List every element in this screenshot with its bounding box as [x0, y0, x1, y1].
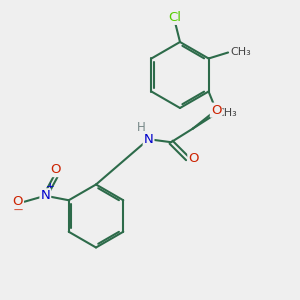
- Text: H: H: [137, 121, 146, 134]
- Text: O: O: [51, 163, 61, 176]
- Text: CH₃: CH₃: [230, 47, 251, 57]
- Text: +: +: [46, 182, 55, 192]
- Text: N: N: [40, 189, 50, 202]
- Text: N: N: [144, 133, 154, 146]
- Text: CH₃: CH₃: [216, 108, 237, 118]
- Text: Cl: Cl: [168, 11, 181, 24]
- Text: −: −: [12, 204, 23, 217]
- Text: O: O: [188, 152, 199, 165]
- Text: O: O: [13, 195, 23, 208]
- Text: O: O: [211, 103, 221, 117]
